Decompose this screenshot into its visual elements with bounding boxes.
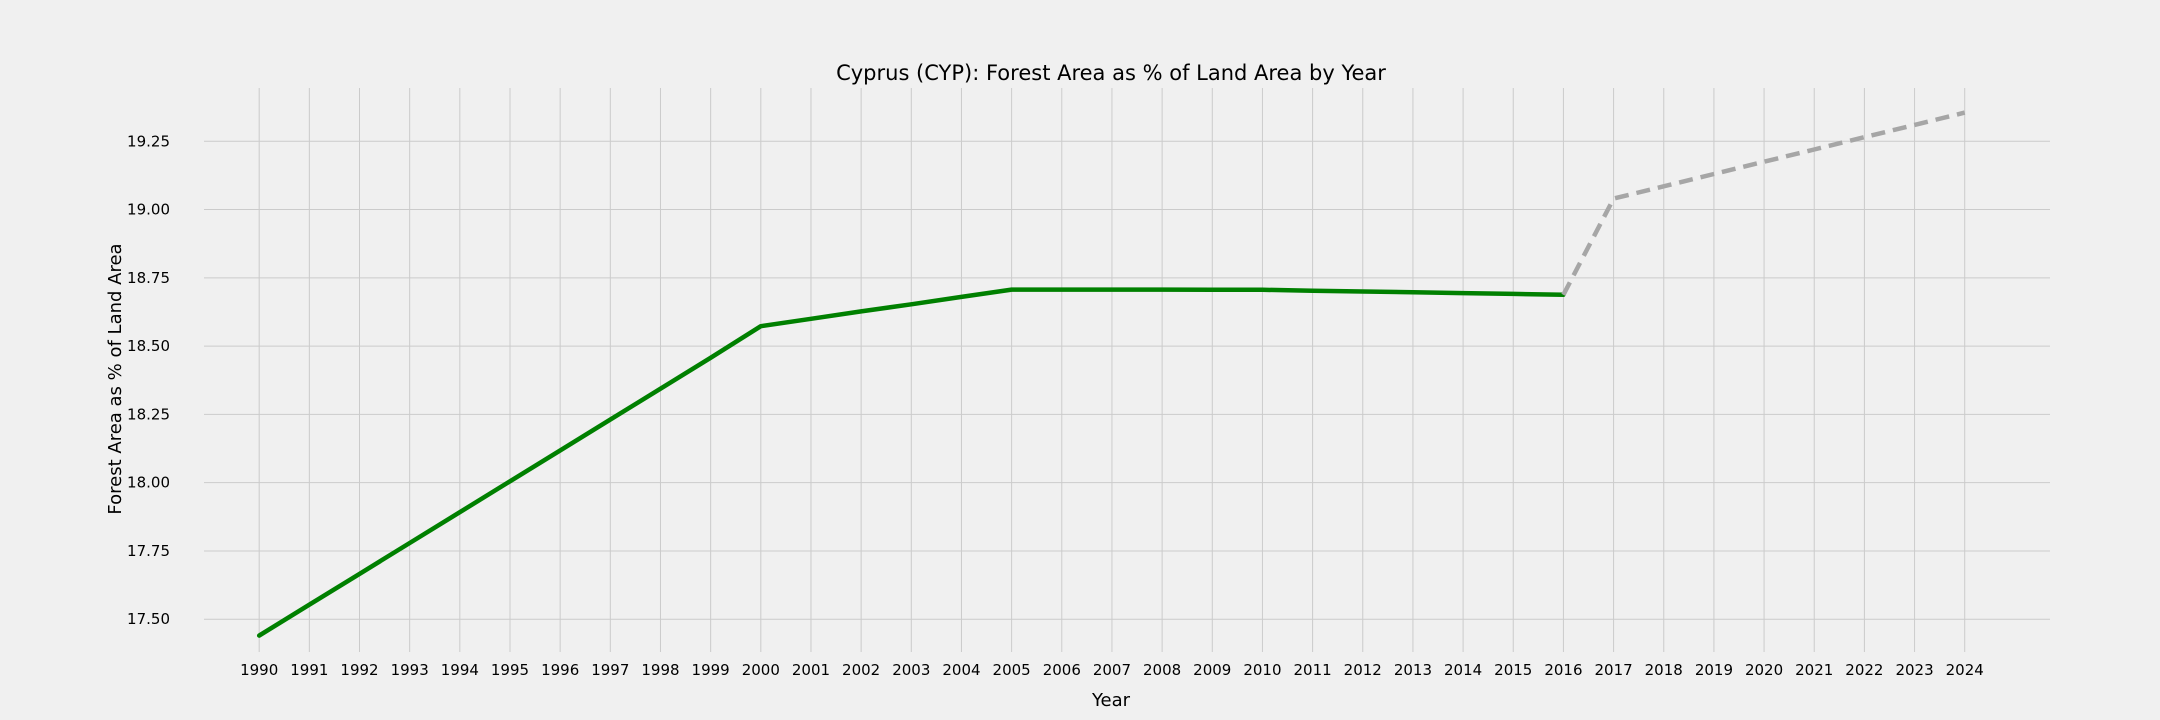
x-tick-label: 2003 (892, 661, 930, 679)
y-tick-label: 19.25 (127, 132, 170, 150)
chart-title: Cyprus (CYP): Forest Area as % of Land A… (836, 61, 1386, 85)
x-tick-label: 2007 (1093, 661, 1131, 679)
series-layer (256, 110, 1966, 638)
x-axis-label: Year (1091, 690, 1131, 711)
x-tick-label: 2017 (1594, 661, 1632, 679)
x-tick-label: 2015 (1494, 661, 1532, 679)
x-tick-label: 2009 (1193, 661, 1231, 679)
x-tick-label: 1992 (340, 661, 378, 679)
x-tick-label: 1994 (441, 661, 479, 679)
y-tick-label: 17.50 (127, 610, 170, 628)
x-tick-label: 2008 (1143, 661, 1181, 679)
y-tick-label: 19.00 (127, 201, 170, 219)
x-tick-label: 2018 (1645, 661, 1683, 679)
x-tick-label: 1997 (591, 661, 629, 679)
x-tick-label: 2000 (742, 661, 780, 679)
x-tick-label: 2011 (1294, 661, 1332, 679)
x-tick-label: 2016 (1544, 661, 1582, 679)
x-tick-label: 2001 (792, 661, 830, 679)
y-tick-label: 18.75 (127, 269, 170, 287)
x-tick-label: 2019 (1695, 661, 1733, 679)
x-tick-label: 2002 (842, 661, 880, 679)
y-tick-label: 18.50 (127, 337, 170, 355)
x-tick-label: 2005 (993, 661, 1031, 679)
x-tick-label: 1990 (240, 661, 278, 679)
x-tick-label: 1999 (692, 661, 730, 679)
x-tick-label: 2013 (1394, 661, 1432, 679)
x-tick-label: 1996 (541, 661, 579, 679)
x-tick-label: 2012 (1344, 661, 1382, 679)
x-tick-label: 2014 (1444, 661, 1482, 679)
y-tick-label: 18.25 (127, 405, 170, 423)
y-tick-label: 17.75 (127, 542, 170, 560)
x-tick-label: 1991 (290, 661, 328, 679)
x-tick-labels: 1990 1991 1992 1993 1994 1995 1996 1997 1998 1999… (240, 661, 1984, 679)
x-tick-label: 1995 (491, 661, 529, 679)
x-tick-label: 2004 (942, 661, 980, 679)
y-tick-label: 18.00 (127, 474, 170, 492)
x-tick-label: 2020 (1745, 661, 1783, 679)
grid (204, 88, 2050, 652)
x-tick-label: 2022 (1845, 661, 1883, 679)
y-tick-labels: 17.50 17.75 18.00 18.25 18.50 18.75 19.00 19.25 (127, 132, 170, 628)
x-tick-label: 2006 (1043, 661, 1081, 679)
y-axis-label: Forest Area as % of Land Area (105, 243, 126, 514)
x-tick-label: 2010 (1243, 661, 1281, 679)
x-tick-label: 2024 (1946, 661, 1984, 679)
projection-series-line (1561, 110, 1966, 296)
x-tick-label: 2021 (1795, 661, 1833, 679)
x-tick-label: 2023 (1895, 661, 1933, 679)
actual-series-line (256, 287, 1566, 638)
x-tick-label: 1998 (641, 661, 679, 679)
x-tick-label: 1993 (391, 661, 429, 679)
